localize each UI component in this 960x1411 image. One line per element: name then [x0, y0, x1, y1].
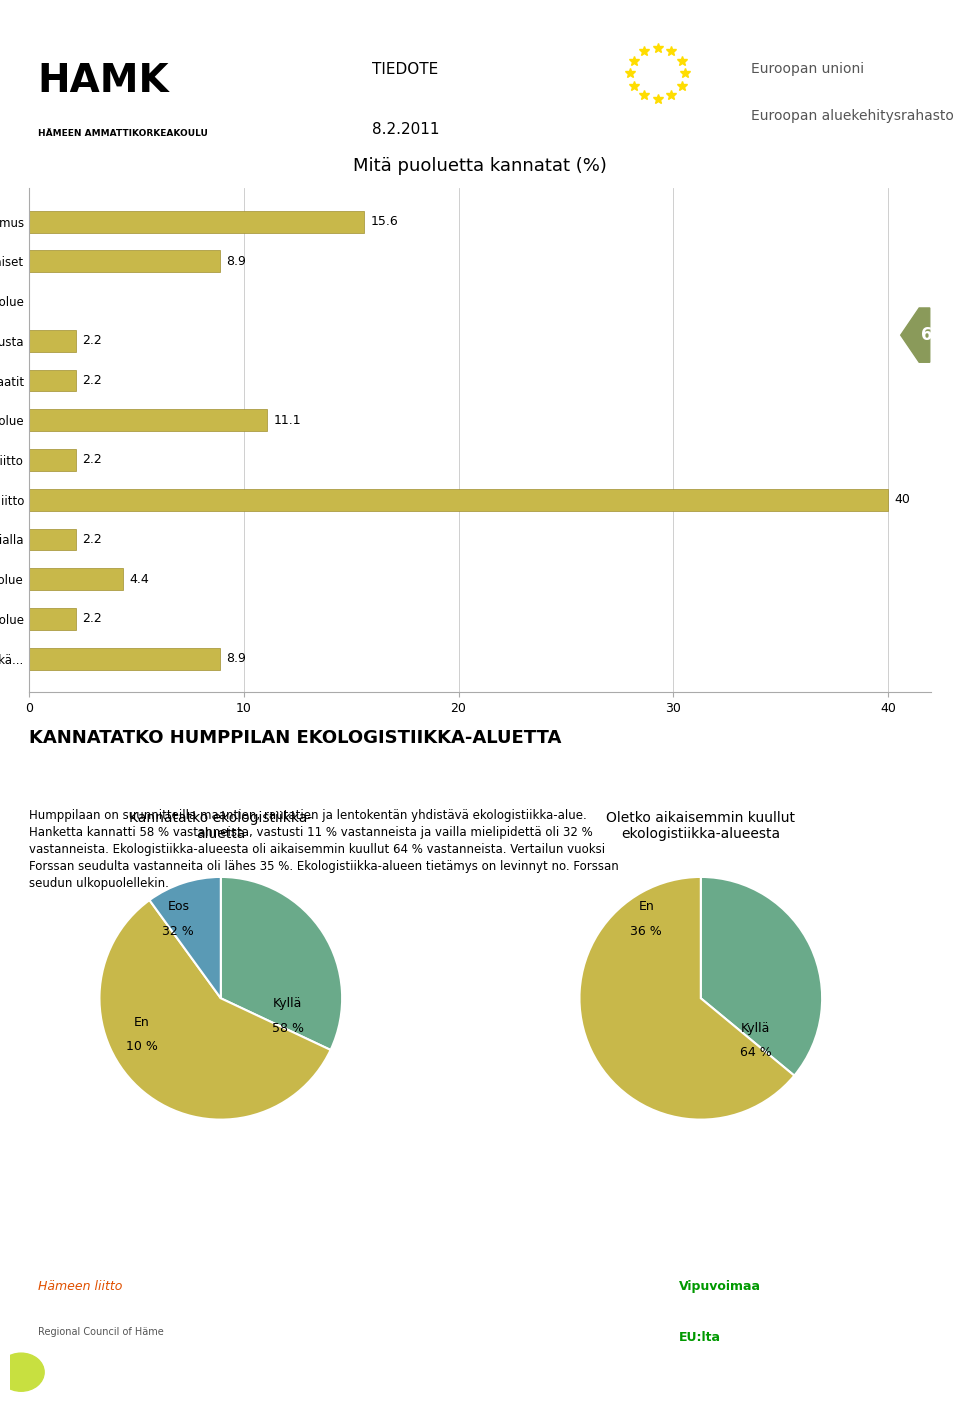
Text: 2.2: 2.2 — [83, 334, 103, 347]
Text: HAMK: HAMK — [37, 62, 170, 100]
Text: 58 %: 58 % — [272, 1022, 303, 1034]
Text: Regional Council of Häme: Regional Council of Häme — [37, 1326, 163, 1336]
Title: Mitä puoluetta kannatat (%): Mitä puoluetta kannatat (%) — [353, 157, 607, 175]
Text: HÄMEEN AMMATTIKORKEAKOULU: HÄMEEN AMMATTIKORKEAKOULU — [37, 128, 207, 138]
Bar — [29, 608, 76, 629]
Bar — [29, 210, 364, 233]
Bar — [29, 250, 220, 272]
Text: 32 %: 32 % — [162, 924, 194, 937]
Wedge shape — [150, 876, 221, 999]
Text: 6: 6 — [922, 326, 933, 344]
Wedge shape — [100, 900, 330, 1119]
Text: 8.9: 8.9 — [227, 255, 247, 268]
Text: EU:lta: EU:lta — [679, 1332, 721, 1345]
Bar — [29, 330, 76, 351]
Title: Kannatatko ekologistiikka-
aluetta: Kannatatko ekologistiikka- aluetta — [130, 811, 312, 841]
Text: En: En — [638, 900, 654, 913]
Text: 40: 40 — [895, 494, 910, 507]
Wedge shape — [580, 876, 794, 1119]
Text: KANNATATKO HUMPPILAN EKOLOGISTIIKKA-ALUETTA: KANNATATKO HUMPPILAN EKOLOGISTIIKKA-ALUE… — [29, 729, 562, 746]
Bar — [29, 569, 123, 590]
Title: Oletko aikaisemmin kuullut
ekologistiikka-alueesta: Oletko aikaisemmin kuullut ekologistiikk… — [607, 811, 795, 841]
Text: Vipuvoimaa: Vipuvoimaa — [679, 1280, 760, 1294]
Wedge shape — [701, 876, 822, 1075]
Text: En: En — [134, 1016, 150, 1029]
Text: Kyllä: Kyllä — [273, 998, 302, 1010]
Text: 4.4: 4.4 — [130, 573, 150, 586]
Text: 15.6: 15.6 — [371, 214, 398, 229]
Text: Euroopan unioni: Euroopan unioni — [751, 62, 864, 76]
Text: Euroopan aluekehitysrahasto: Euroopan aluekehitysrahasto — [751, 109, 953, 123]
Text: Eos: Eos — [167, 900, 189, 913]
FancyArrow shape — [900, 308, 930, 363]
Text: 10 %: 10 % — [126, 1040, 157, 1053]
Text: 8.9: 8.9 — [227, 652, 247, 665]
Text: Humppilaan on suunnitteilla maantien, rautatien ja lentokentän yhdistävä ekologi: Humppilaan on suunnitteilla maantien, ra… — [29, 809, 618, 890]
Bar — [29, 488, 888, 511]
Bar — [29, 648, 220, 670]
Text: 2.2: 2.2 — [83, 374, 103, 387]
Text: 36 %: 36 % — [631, 924, 662, 937]
Bar — [29, 529, 76, 550]
Circle shape — [0, 1353, 44, 1391]
Text: 2.2: 2.2 — [83, 612, 103, 625]
Text: Kyllä: Kyllä — [741, 1022, 770, 1034]
Bar — [29, 449, 76, 471]
Bar — [29, 409, 267, 432]
Text: 2.2: 2.2 — [83, 453, 103, 467]
Text: 64 %: 64 % — [739, 1046, 771, 1058]
Wedge shape — [221, 876, 342, 1050]
Bar — [29, 370, 76, 391]
Text: 11.1: 11.1 — [274, 413, 301, 426]
Text: 8.2.2011: 8.2.2011 — [372, 121, 440, 137]
Text: Hämeen liitto: Hämeen liitto — [37, 1280, 122, 1294]
Text: TIEDOTE: TIEDOTE — [372, 62, 438, 78]
Text: 2.2: 2.2 — [83, 533, 103, 546]
